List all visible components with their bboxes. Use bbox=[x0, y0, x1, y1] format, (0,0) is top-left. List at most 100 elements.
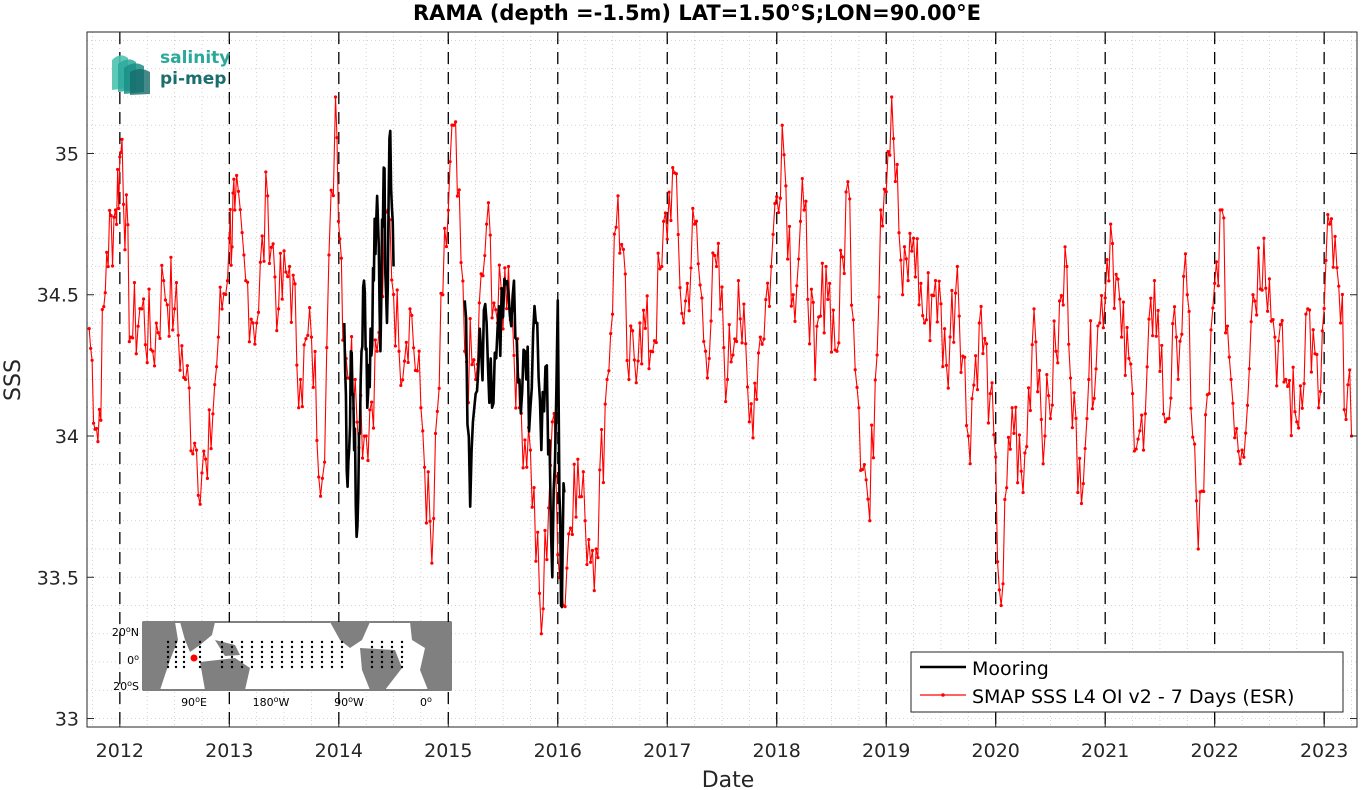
smap-point bbox=[729, 360, 733, 364]
smap-point bbox=[963, 355, 967, 359]
smap-point bbox=[415, 369, 419, 373]
smap-point bbox=[276, 307, 281, 311]
smap-point bbox=[786, 257, 790, 261]
y-tick-label: 35 bbox=[55, 143, 79, 165]
smap-point bbox=[1112, 306, 1116, 310]
inset-map-station bbox=[370, 640, 374, 644]
smap-point bbox=[906, 278, 910, 283]
inset-map-station bbox=[400, 665, 404, 669]
smap-point bbox=[1037, 368, 1042, 373]
smap-point bbox=[755, 397, 759, 401]
smap-point bbox=[255, 321, 259, 325]
smap-point bbox=[663, 211, 668, 215]
mooring-line bbox=[463, 277, 566, 609]
smap-point bbox=[616, 194, 620, 198]
smap-point bbox=[1134, 447, 1138, 451]
smap-point bbox=[1193, 442, 1197, 446]
smap-point bbox=[1056, 361, 1060, 365]
smap-point bbox=[736, 279, 741, 283]
smap-point bbox=[1127, 356, 1131, 360]
inset-map-station bbox=[270, 660, 274, 664]
inset-map-station bbox=[220, 655, 224, 659]
smap-point bbox=[99, 418, 103, 422]
smap-point bbox=[1006, 435, 1011, 439]
smap-point bbox=[318, 494, 323, 498]
smap-point bbox=[1036, 390, 1040, 394]
smap-point bbox=[709, 319, 713, 323]
smap-point bbox=[826, 297, 830, 302]
smap-point bbox=[623, 272, 627, 276]
inset-map-lat-label: 20oS bbox=[113, 679, 139, 693]
smap-point bbox=[353, 377, 357, 382]
inset-map-station bbox=[380, 650, 384, 654]
smap-point bbox=[822, 331, 826, 335]
inset-map-station bbox=[182, 650, 186, 654]
smap-point bbox=[485, 222, 489, 226]
smap-point bbox=[1121, 300, 1126, 304]
smap-point bbox=[1282, 380, 1286, 384]
smap-point bbox=[979, 304, 983, 309]
smap-point bbox=[1318, 389, 1323, 394]
smap-point bbox=[574, 515, 578, 519]
smap-point bbox=[1302, 382, 1306, 386]
smap-point bbox=[974, 354, 978, 358]
smap-point bbox=[1098, 321, 1102, 325]
smap-point bbox=[1087, 377, 1091, 382]
smap-point bbox=[1298, 384, 1303, 388]
smap-point bbox=[897, 231, 901, 235]
smap-point bbox=[1050, 403, 1054, 407]
smap-point bbox=[687, 309, 691, 313]
smap-point bbox=[676, 232, 680, 237]
smap-point bbox=[375, 349, 379, 353]
smap-point bbox=[1116, 277, 1120, 281]
smap-point bbox=[395, 288, 399, 292]
smap-point bbox=[1005, 486, 1009, 490]
smap-point bbox=[336, 219, 341, 223]
smap-point bbox=[477, 301, 481, 305]
smap-point bbox=[782, 153, 786, 157]
smap-point bbox=[901, 293, 905, 297]
inset-map-station bbox=[300, 655, 304, 659]
inset-map-station bbox=[250, 650, 254, 654]
smap-point bbox=[632, 358, 637, 362]
smap-point bbox=[1211, 306, 1215, 310]
y-tick-label: 33.5 bbox=[37, 567, 79, 589]
smap-point bbox=[990, 381, 994, 385]
smap-point bbox=[1276, 339, 1281, 343]
smap-point bbox=[240, 231, 244, 235]
smap-point bbox=[660, 264, 664, 269]
smap-point bbox=[630, 329, 635, 333]
smap-point bbox=[1295, 420, 1299, 424]
smap-point bbox=[360, 456, 365, 460]
smap-point bbox=[94, 426, 99, 431]
smap-point bbox=[235, 173, 239, 178]
smap-point bbox=[1048, 416, 1053, 421]
smap-point bbox=[793, 319, 797, 323]
smap-point bbox=[187, 386, 191, 390]
inset-map-station bbox=[330, 660, 334, 664]
smap-point bbox=[886, 150, 890, 154]
smap-point bbox=[249, 317, 253, 321]
inset-map-station bbox=[380, 665, 384, 669]
smap-point bbox=[891, 136, 896, 141]
inset-map-station bbox=[270, 640, 274, 644]
smap-point bbox=[587, 537, 591, 542]
smap-point bbox=[870, 423, 874, 427]
inset-map-station bbox=[290, 640, 294, 644]
inset-map-station bbox=[240, 645, 244, 649]
smap-point bbox=[1187, 309, 1191, 313]
smap-point bbox=[505, 307, 509, 311]
smap-point bbox=[773, 201, 777, 206]
smap-point bbox=[1156, 308, 1160, 313]
smap-point bbox=[297, 406, 301, 410]
smap-point bbox=[154, 321, 158, 325]
smap-point bbox=[756, 351, 761, 355]
smap-point bbox=[202, 449, 206, 453]
smap-point bbox=[109, 214, 113, 218]
inset-map-station bbox=[230, 645, 234, 649]
inset-map-station bbox=[182, 655, 186, 659]
smap-point bbox=[191, 452, 195, 456]
smap-point bbox=[563, 605, 567, 609]
smap-point bbox=[995, 560, 1000, 564]
smap-point bbox=[205, 476, 210, 480]
